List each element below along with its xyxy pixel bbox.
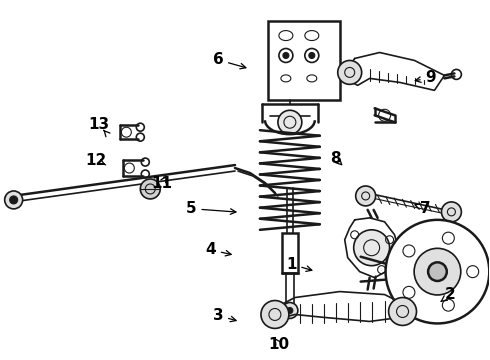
Circle shape — [287, 307, 293, 314]
Circle shape — [278, 110, 302, 134]
Circle shape — [414, 248, 461, 295]
Text: 7: 7 — [420, 201, 431, 216]
Text: 11: 11 — [151, 176, 172, 191]
Circle shape — [283, 53, 289, 58]
Text: 2: 2 — [445, 287, 456, 302]
Text: 8: 8 — [330, 151, 341, 166]
Circle shape — [5, 191, 23, 209]
Bar — [268, 21, 340, 100]
Circle shape — [140, 179, 160, 199]
Circle shape — [389, 298, 416, 325]
Text: 1: 1 — [286, 257, 296, 272]
Circle shape — [428, 262, 447, 281]
Text: 6: 6 — [213, 52, 223, 67]
Circle shape — [441, 202, 462, 222]
Text: 3: 3 — [213, 308, 223, 323]
Circle shape — [354, 230, 390, 266]
Circle shape — [261, 301, 289, 328]
Text: 9: 9 — [425, 70, 436, 85]
Circle shape — [309, 53, 315, 58]
Text: 5: 5 — [186, 201, 196, 216]
Text: 12: 12 — [85, 153, 107, 168]
Circle shape — [282, 302, 298, 319]
Circle shape — [356, 186, 376, 206]
Circle shape — [338, 60, 362, 84]
Text: 10: 10 — [269, 337, 290, 352]
Bar — [282, 233, 298, 273]
Circle shape — [10, 196, 18, 204]
Circle shape — [386, 220, 490, 323]
Text: 13: 13 — [88, 117, 109, 132]
Text: 4: 4 — [205, 242, 216, 257]
